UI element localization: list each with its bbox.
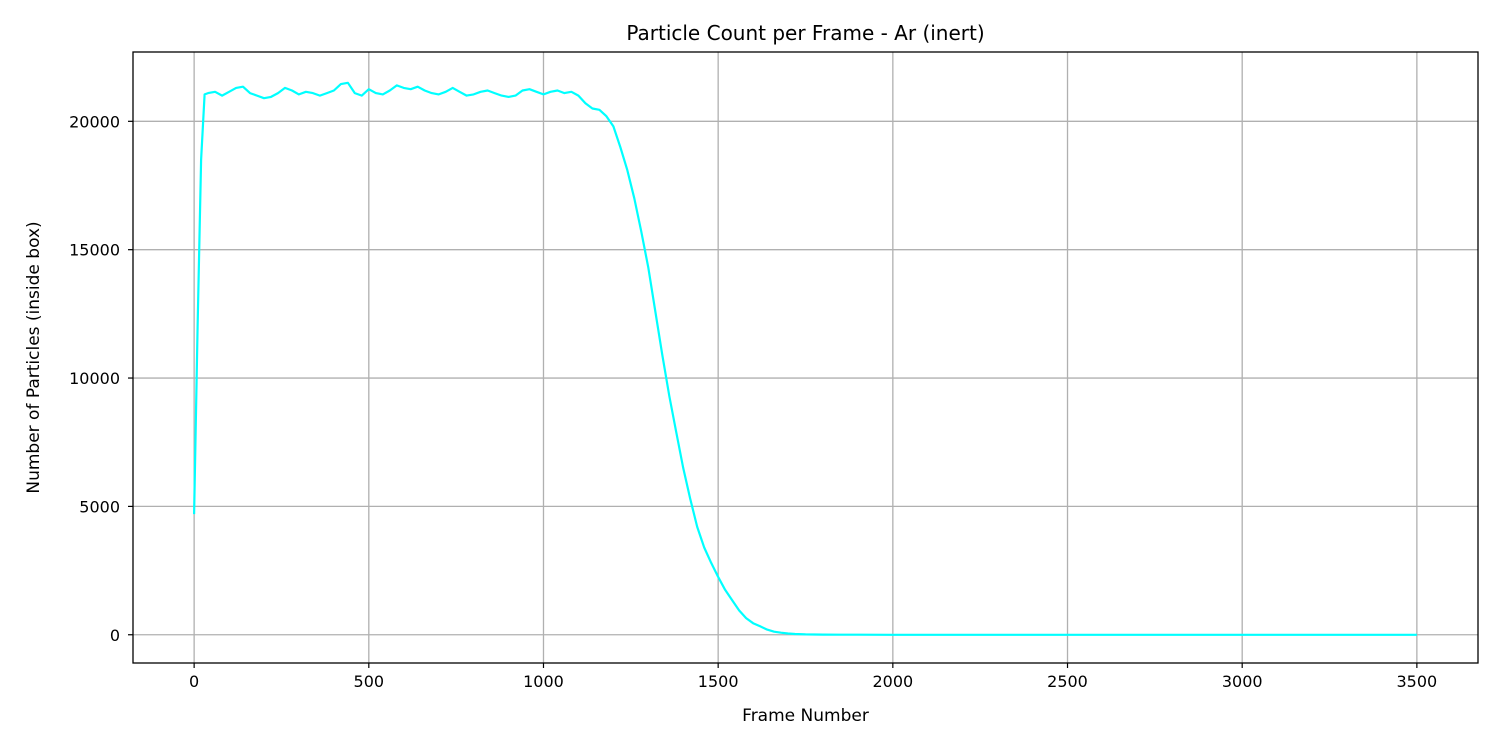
series-line xyxy=(193,81,1417,636)
y-tick-label: 20000 xyxy=(69,112,120,131)
y-tick-label: 15000 xyxy=(69,241,120,260)
x-tick-label: 1500 xyxy=(698,672,739,691)
chart-title: Particle Count per Frame - Ar (inert) xyxy=(626,21,984,45)
x-tick-label: 2000 xyxy=(872,672,913,691)
x-tick-label: 1000 xyxy=(523,672,564,691)
x-axis-label: Frame Number xyxy=(742,706,869,726)
x-tick-label: 3500 xyxy=(1397,672,1438,691)
x-tick-label: 3000 xyxy=(1222,672,1263,691)
plot-frame xyxy=(132,51,1479,664)
series-layer xyxy=(193,81,1417,636)
ticks: 0 500 1000 1500 2000 2500 3000 3500 0 5000 10000 15… xyxy=(69,112,1437,691)
x-tick-label: 2500 xyxy=(1047,672,1088,691)
y-axis-label: Number of Particles (inside box) xyxy=(24,221,44,493)
y-tick-label: 10000 xyxy=(69,369,120,388)
y-tick-label: 0 xyxy=(110,626,120,645)
y-tick-label: 5000 xyxy=(79,497,120,516)
x-tick-label: 500 xyxy=(354,672,385,691)
x-tick-label: 0 xyxy=(189,672,199,691)
